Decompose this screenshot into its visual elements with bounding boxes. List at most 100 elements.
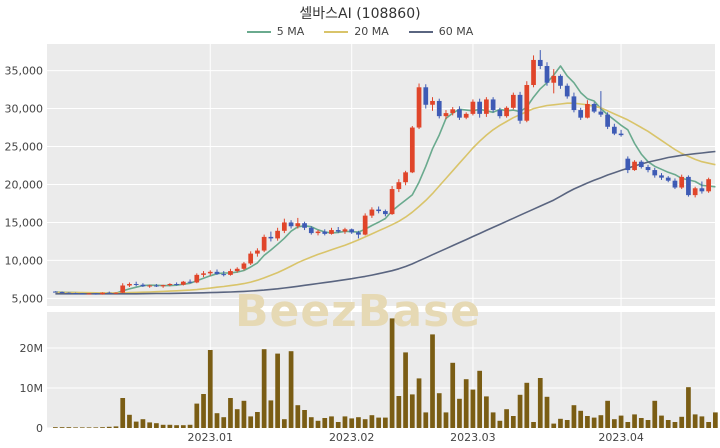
legend-swatch-ma60 xyxy=(408,30,433,33)
volume-bar xyxy=(66,427,72,428)
candle-body xyxy=(376,209,381,212)
candle-body xyxy=(201,273,206,275)
candle-body xyxy=(389,189,395,215)
volume-bar xyxy=(255,412,260,428)
candle-body xyxy=(86,293,92,295)
candle-body xyxy=(261,236,267,251)
candle-body xyxy=(214,271,220,275)
legend-item-ma5: 5 MA xyxy=(246,25,304,38)
candle-body xyxy=(66,292,72,294)
price-tick-label: 25,000 xyxy=(5,141,44,154)
volume-bar xyxy=(73,427,78,428)
legend-label-ma20: 20 MA xyxy=(354,25,389,38)
volume-bars xyxy=(53,318,718,428)
candle-body xyxy=(275,230,280,239)
volume-bar xyxy=(436,393,442,428)
candle-body xyxy=(463,113,469,118)
volume-bar xyxy=(79,427,85,428)
volume-bar xyxy=(187,424,193,428)
volume-bar xyxy=(214,413,220,428)
candle-body xyxy=(551,75,557,83)
volume-bar xyxy=(713,412,718,428)
candle-body xyxy=(672,180,678,188)
volume-bar xyxy=(531,422,536,428)
volume-bar xyxy=(591,417,597,428)
volume-bar xyxy=(598,415,604,428)
volume-bar xyxy=(295,405,301,428)
volume-bar xyxy=(679,416,685,428)
volume-bar xyxy=(692,414,698,428)
volume-bar xyxy=(558,418,563,428)
volume-bar xyxy=(450,362,456,428)
volume-bar xyxy=(59,427,65,428)
candle-body xyxy=(692,188,698,196)
volume-bar xyxy=(86,427,92,428)
candle-body xyxy=(53,291,58,293)
candle-body xyxy=(524,85,530,121)
candle-body xyxy=(409,127,415,173)
volume-bar xyxy=(133,421,139,428)
legend-swatch-ma20 xyxy=(324,30,349,33)
volume-bar xyxy=(423,412,429,428)
candle-body xyxy=(174,283,179,285)
volume-bar xyxy=(416,378,422,428)
candle-body xyxy=(160,285,166,287)
volume-bar xyxy=(100,427,105,428)
volume-bar xyxy=(362,419,368,428)
volume-bar xyxy=(490,412,496,428)
volume-bar xyxy=(322,418,328,428)
candle-body xyxy=(228,271,233,275)
candle-body xyxy=(490,99,496,111)
candle-body xyxy=(571,96,577,111)
candle-body xyxy=(598,111,604,115)
ma60-line xyxy=(55,150,716,295)
candle-body xyxy=(248,253,254,264)
candle-body xyxy=(59,291,65,293)
candle-body xyxy=(537,59,543,67)
candle-body xyxy=(281,222,287,231)
volume-bar xyxy=(383,417,388,428)
volume-bar xyxy=(699,416,705,428)
candle-body xyxy=(106,292,112,294)
volume-bar xyxy=(207,350,213,428)
candle-body xyxy=(531,59,536,86)
candle-body xyxy=(329,230,334,234)
candle-body xyxy=(517,94,523,121)
volume-bar xyxy=(281,419,287,428)
candlesticks xyxy=(53,50,711,295)
candle-body xyxy=(255,250,260,254)
volume-bar xyxy=(470,389,476,428)
volume-bar xyxy=(241,400,247,428)
volume-bar xyxy=(537,378,543,428)
candle-body xyxy=(510,94,516,108)
volume-bar xyxy=(605,400,610,428)
legend-swatch-ma5 xyxy=(246,30,271,33)
volume-bar xyxy=(645,420,651,428)
candle-body xyxy=(194,274,200,283)
x-tick-label: 2023.01 xyxy=(188,431,234,444)
candle-body xyxy=(308,227,314,234)
volume-bar xyxy=(261,349,267,428)
candle-body xyxy=(362,215,368,235)
candle-body xyxy=(443,113,449,117)
candle-body xyxy=(484,99,489,114)
volume-bar xyxy=(544,396,550,428)
volume-bar xyxy=(160,424,166,428)
candle-body xyxy=(544,66,550,83)
volume-bar xyxy=(180,425,186,428)
volume-bar xyxy=(349,418,355,428)
candle-body xyxy=(342,229,348,232)
price-tick-label: 15,000 xyxy=(5,216,44,229)
volume-bar xyxy=(632,414,637,428)
candle-body xyxy=(591,103,597,112)
price-tick-label: 10,000 xyxy=(5,254,44,267)
volume-bar xyxy=(275,353,280,428)
volume-bar xyxy=(194,403,200,428)
volume-bar xyxy=(248,416,254,428)
candle-body xyxy=(396,182,402,190)
candle-body xyxy=(450,109,456,114)
candle-body xyxy=(423,87,429,105)
volume-bar xyxy=(113,426,119,428)
x-tick-label: 2023.02 xyxy=(329,431,375,444)
